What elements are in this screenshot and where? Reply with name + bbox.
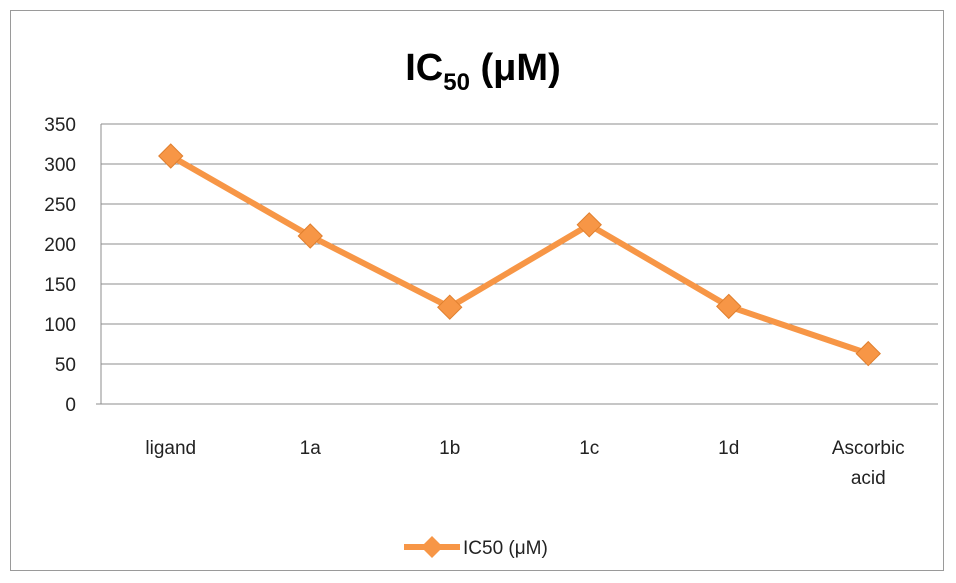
x-tick-label: 1a [300, 438, 322, 459]
x-tick-label: 1d [718, 438, 739, 459]
data-point [158, 143, 184, 169]
data-point [437, 294, 463, 320]
gridlines [101, 123, 938, 365]
data-point [855, 340, 881, 367]
y-tick-label: 150 [44, 275, 76, 296]
axes [96, 124, 938, 405]
y-tick-label: 100 [44, 315, 76, 336]
series-lines [167, 153, 872, 357]
legend: IC50 (μM) [404, 536, 548, 559]
chart-title-subscript: 50 [443, 69, 470, 96]
y-tick-label: 300 [44, 155, 76, 176]
data-points [158, 143, 881, 367]
y-tick-label: 250 [44, 195, 76, 216]
data-point [576, 212, 602, 238]
y-tick-label: 350 [44, 115, 76, 136]
data-point [716, 293, 742, 320]
data-point [297, 223, 323, 249]
x-tick-label: ligand [145, 438, 196, 459]
legend-marker [421, 536, 443, 558]
y-tick-label: 50 [55, 355, 76, 376]
x-tick-label: 1c [579, 438, 599, 459]
chart-title-rest: (μM) [470, 47, 561, 89]
y-tick-label: 0 [65, 395, 76, 416]
y-tick-label: 200 [44, 235, 76, 256]
y-tick-labels: 0 50 100 150 200 250 300 350 [44, 115, 76, 416]
legend-label: IC50 (μM) [463, 538, 548, 559]
chart-title-main: IC [405, 47, 443, 89]
x-tick-label: 1b [439, 438, 460, 459]
series-line [167, 153, 872, 357]
x-tick-labels: ligand 1a 1b 1c 1d Ascorbic acid [145, 438, 904, 489]
chart-title: IC50 (μM) [405, 47, 560, 96]
x-tick-label: Ascorbic acid [832, 438, 905, 489]
